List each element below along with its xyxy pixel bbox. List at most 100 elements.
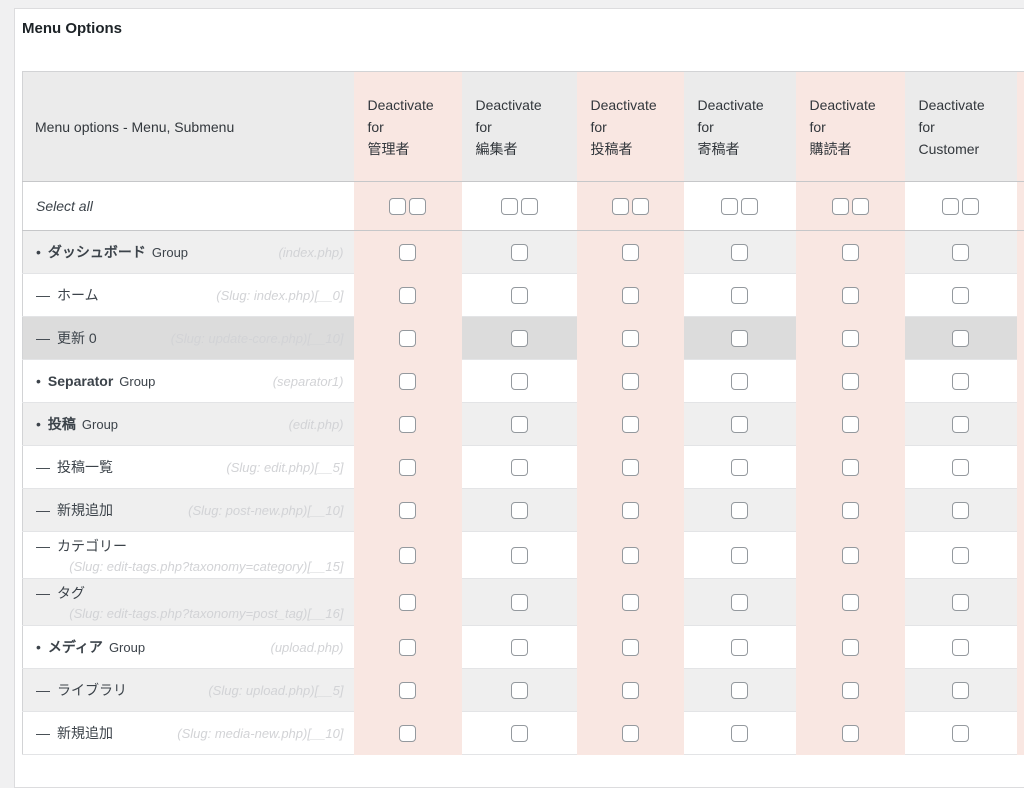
deactivate-checkbox[interactable] xyxy=(842,502,859,519)
deactivate-checkbox[interactable] xyxy=(842,594,859,611)
deactivate-checkbox[interactable] xyxy=(842,639,859,656)
deactivate-checkbox[interactable] xyxy=(952,639,969,656)
deactivate-checkbox[interactable] xyxy=(842,287,859,304)
select-all-menu-checkbox[interactable] xyxy=(832,198,849,215)
deactivate-checkbox[interactable] xyxy=(511,287,528,304)
deactivate-checkbox[interactable] xyxy=(842,373,859,390)
deactivate-checkbox[interactable] xyxy=(731,416,748,433)
deactivate-checkbox[interactable] xyxy=(842,330,859,347)
deactivate-checkbox[interactable] xyxy=(842,416,859,433)
deactivate-checkbox[interactable] xyxy=(952,682,969,699)
deactivate-checkbox[interactable] xyxy=(622,725,639,742)
deactivate-checkbox[interactable] xyxy=(622,459,639,476)
deactivate-cell xyxy=(577,532,684,579)
deactivate-checkbox[interactable] xyxy=(399,725,416,742)
select-all-submenu-checkbox[interactable] xyxy=(852,198,869,215)
deactivate-checkbox[interactable] xyxy=(731,373,748,390)
deactivate-checkbox[interactable] xyxy=(511,682,528,699)
deactivate-cell xyxy=(796,231,905,274)
select-all-menu-checkbox[interactable] xyxy=(501,198,518,215)
deactivate-cell xyxy=(1017,489,1024,532)
deactivate-checkbox[interactable] xyxy=(731,287,748,304)
deactivate-checkbox[interactable] xyxy=(952,547,969,564)
deactivate-checkbox[interactable] xyxy=(842,682,859,699)
deactivate-checkbox[interactable] xyxy=(399,373,416,390)
deactivate-checkbox[interactable] xyxy=(731,459,748,476)
select-all-submenu-checkbox[interactable] xyxy=(521,198,538,215)
deactivate-checkbox[interactable] xyxy=(399,594,416,611)
deactivate-checkbox[interactable] xyxy=(622,373,639,390)
deactivate-checkbox[interactable] xyxy=(399,287,416,304)
deactivate-checkbox[interactable] xyxy=(952,725,969,742)
deactivate-checkbox[interactable] xyxy=(511,459,528,476)
deactivate-checkbox[interactable] xyxy=(622,547,639,564)
deactivate-checkbox[interactable] xyxy=(622,416,639,433)
deactivate-checkbox[interactable] xyxy=(952,287,969,304)
select-all-cell xyxy=(796,182,905,231)
select-all-menu-checkbox[interactable] xyxy=(389,198,406,215)
deactivate-checkbox[interactable] xyxy=(842,725,859,742)
deactivate-cell xyxy=(354,403,462,446)
deactivate-checkbox[interactable] xyxy=(622,639,639,656)
deactivate-cell xyxy=(684,446,796,489)
select-all-cell xyxy=(354,182,462,231)
deactivate-checkbox[interactable] xyxy=(731,330,748,347)
deactivate-checkbox[interactable] xyxy=(622,594,639,611)
deactivate-checkbox[interactable] xyxy=(622,244,639,261)
deactivate-checkbox[interactable] xyxy=(399,639,416,656)
deactivate-checkbox[interactable] xyxy=(511,373,528,390)
select-all-menu-checkbox[interactable] xyxy=(612,198,629,215)
select-all-cell xyxy=(462,182,577,231)
deactivate-checkbox[interactable] xyxy=(731,547,748,564)
select-all-submenu-checkbox[interactable] xyxy=(632,198,649,215)
deactivate-checkbox[interactable] xyxy=(622,502,639,519)
deactivate-checkbox[interactable] xyxy=(511,416,528,433)
deactivate-checkbox[interactable] xyxy=(731,594,748,611)
deactivate-checkbox[interactable] xyxy=(399,459,416,476)
deactivate-checkbox[interactable] xyxy=(731,244,748,261)
role-header-text: 管理者 xyxy=(368,138,461,160)
deactivate-checkbox[interactable] xyxy=(399,244,416,261)
deactivate-checkbox[interactable] xyxy=(731,725,748,742)
deactivate-checkbox[interactable] xyxy=(511,330,528,347)
deactivate-checkbox[interactable] xyxy=(731,682,748,699)
deactivate-checkbox[interactable] xyxy=(399,682,416,699)
deactivate-checkbox[interactable] xyxy=(511,547,528,564)
select-all-row: Select all xyxy=(23,182,1024,231)
deactivate-checkbox[interactable] xyxy=(952,502,969,519)
deactivate-checkbox[interactable] xyxy=(952,373,969,390)
select-all-menu-checkbox[interactable] xyxy=(942,198,959,215)
deactivate-checkbox[interactable] xyxy=(952,594,969,611)
deactivate-checkbox[interactable] xyxy=(511,244,528,261)
deactivate-cell xyxy=(905,579,1017,626)
deactivate-checkbox[interactable] xyxy=(842,244,859,261)
select-all-submenu-checkbox[interactable] xyxy=(962,198,979,215)
menu-item-label: ダッシュボード xyxy=(48,242,146,262)
deactivate-checkbox[interactable] xyxy=(399,547,416,564)
deactivate-checkbox[interactable] xyxy=(622,287,639,304)
deactivate-checkbox[interactable] xyxy=(511,639,528,656)
deactivate-checkbox[interactable] xyxy=(952,416,969,433)
menu-item-label: カテゴリー xyxy=(57,536,127,556)
deactivate-checkbox[interactable] xyxy=(511,725,528,742)
select-all-submenu-checkbox[interactable] xyxy=(741,198,758,215)
deactivate-checkbox[interactable] xyxy=(952,459,969,476)
deactivate-checkbox[interactable] xyxy=(399,330,416,347)
deactivate-checkbox[interactable] xyxy=(731,639,748,656)
deactivate-checkbox[interactable] xyxy=(399,416,416,433)
deactivate-cell xyxy=(684,360,796,403)
select-all-label: Select all xyxy=(36,198,93,214)
deactivate-checkbox[interactable] xyxy=(622,682,639,699)
deactivate-checkbox[interactable] xyxy=(731,502,748,519)
deactivate-checkbox[interactable] xyxy=(622,330,639,347)
deactivate-checkbox[interactable] xyxy=(952,330,969,347)
deactivate-checkbox[interactable] xyxy=(842,459,859,476)
select-all-menu-checkbox[interactable] xyxy=(721,198,738,215)
deactivate-checkbox[interactable] xyxy=(952,244,969,261)
deactivate-checkbox[interactable] xyxy=(511,502,528,519)
deactivate-checkbox[interactable] xyxy=(399,502,416,519)
select-all-submenu-checkbox[interactable] xyxy=(409,198,426,215)
deactivate-checkbox[interactable] xyxy=(842,547,859,564)
deactivate-checkbox[interactable] xyxy=(511,594,528,611)
